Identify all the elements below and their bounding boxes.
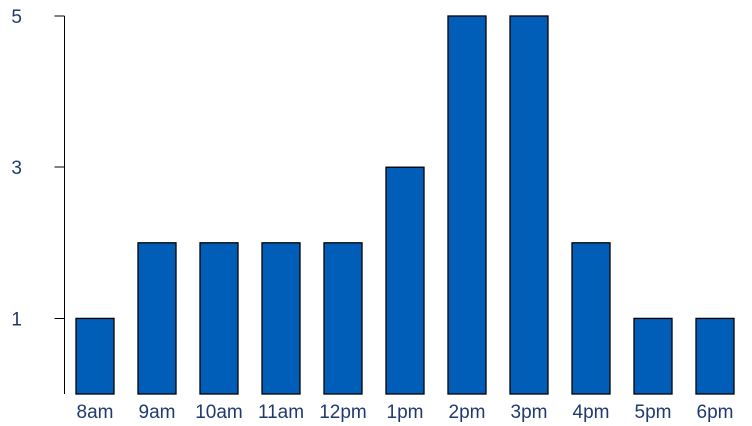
bar-6pm	[695, 317, 735, 395]
x-tick-label: 5pm	[635, 402, 672, 423]
bar-2pm	[447, 15, 487, 395]
y-axis: 1 3 5	[11, 7, 65, 330]
bar-4pm	[571, 242, 611, 395]
y-tick-label: 1	[11, 309, 22, 330]
bar-3pm	[509, 15, 549, 395]
x-tick-label: 11am	[258, 402, 304, 423]
x-tick-label: 12pm	[319, 402, 367, 423]
x-tick-label: 4pm	[573, 402, 610, 423]
bar-10am	[199, 242, 239, 395]
x-tick-label: 8am	[77, 402, 114, 423]
x-tick-label: 2pm	[449, 402, 486, 423]
bar-9am	[137, 242, 177, 395]
bars-group	[75, 15, 735, 395]
y-tick-label: 5	[11, 7, 22, 28]
bar-1pm	[385, 166, 425, 395]
x-tick-label: 6pm	[697, 402, 734, 423]
x-tick-label: 10am	[195, 402, 243, 423]
x-tick-label: 3pm	[511, 402, 548, 423]
bar-12pm	[323, 242, 363, 395]
bar-8am	[75, 317, 115, 395]
y-tick-label: 3	[11, 158, 22, 179]
x-axis: 8am 9am 10am 11am 12pm 1pm 2pm 3pm 4pm 5pm 6pm	[77, 402, 734, 423]
bar-11am	[261, 242, 301, 395]
x-tick-label: 9am	[139, 402, 176, 423]
bar-5pm	[633, 317, 673, 395]
x-tick-label: 1pm	[387, 402, 424, 423]
